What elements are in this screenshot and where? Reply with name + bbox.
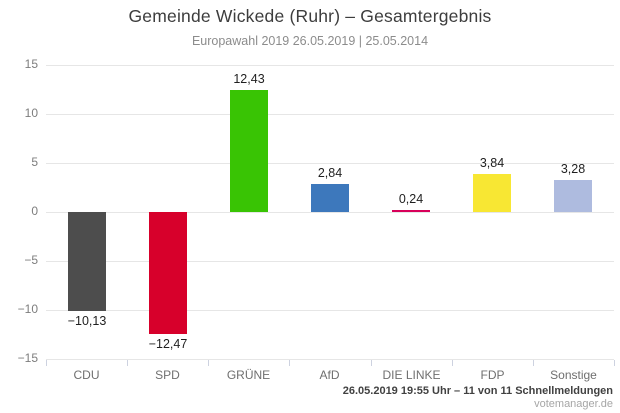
- x-axis-tick: [46, 360, 47, 366]
- bar-grüne: [230, 90, 268, 212]
- y-axis-tick-label: 5: [31, 155, 38, 169]
- bar-spd: [149, 212, 187, 334]
- x-axis-tick: [289, 360, 290, 366]
- bar-value-label: 3,28: [560, 162, 586, 176]
- x-axis-category-label: FDP: [480, 368, 505, 382]
- x-axis-category-label: GRÜNE: [226, 368, 271, 382]
- bar-die-linke: [392, 210, 430, 212]
- y-axis-tick-label: −15: [17, 351, 38, 365]
- bar-value-label: 12,43: [233, 72, 265, 86]
- x-axis-tick: [533, 360, 534, 366]
- x-axis-category-label: AfD: [319, 368, 340, 382]
- bar-value-label: 3,84: [479, 156, 505, 170]
- y-axis-tick-label: 0: [31, 204, 38, 218]
- chart-title: Gemeinde Wickede (Ruhr) – Gesamtergebnis: [128, 6, 492, 26]
- chart-subtitle: Europawahl 2019 26.05.2019 | 25.05.2014: [191, 34, 429, 48]
- bar-value-label: −10,13: [67, 314, 107, 328]
- x-axis-tick: [208, 360, 209, 366]
- bar-value-label: 2,84: [317, 166, 343, 180]
- y-gridline: [46, 65, 614, 66]
- x-axis-category-label: CDU: [73, 368, 100, 382]
- y-gridline: [46, 310, 614, 311]
- y-gridline: [46, 359, 614, 360]
- y-axis-tick-label: 10: [24, 106, 38, 120]
- x-axis-tick: [452, 360, 453, 366]
- report-status-text: 26.05.2019 19:55 Uhr – 11 von 11 Schnell…: [342, 385, 613, 397]
- votemanager-brand-text: votemanager.de: [534, 398, 613, 410]
- y-gridline: [46, 261, 614, 262]
- x-axis-tick: [127, 360, 128, 366]
- y-axis-tick-label: −5: [24, 253, 38, 267]
- x-axis-tick: [371, 360, 372, 366]
- y-axis-tick-label: −10: [17, 302, 38, 316]
- x-axis-category-label: SPD: [155, 368, 180, 382]
- y-gridline: [46, 212, 614, 213]
- x-axis-category-label: Sonstige: [550, 368, 597, 382]
- y-gridline: [46, 163, 614, 164]
- bar-fdp: [473, 174, 511, 212]
- bar-sonstige: [554, 180, 592, 212]
- bar-value-label: 0,24: [398, 192, 424, 206]
- bar-cdu: [68, 212, 106, 311]
- x-axis-tick: [614, 360, 615, 366]
- bar-afd: [311, 184, 349, 212]
- x-axis-category-label: DIE LINKE: [382, 368, 441, 382]
- bar-value-label: −12,47: [148, 337, 188, 351]
- y-axis-tick-label: 15: [24, 57, 38, 71]
- y-gridline: [46, 114, 614, 115]
